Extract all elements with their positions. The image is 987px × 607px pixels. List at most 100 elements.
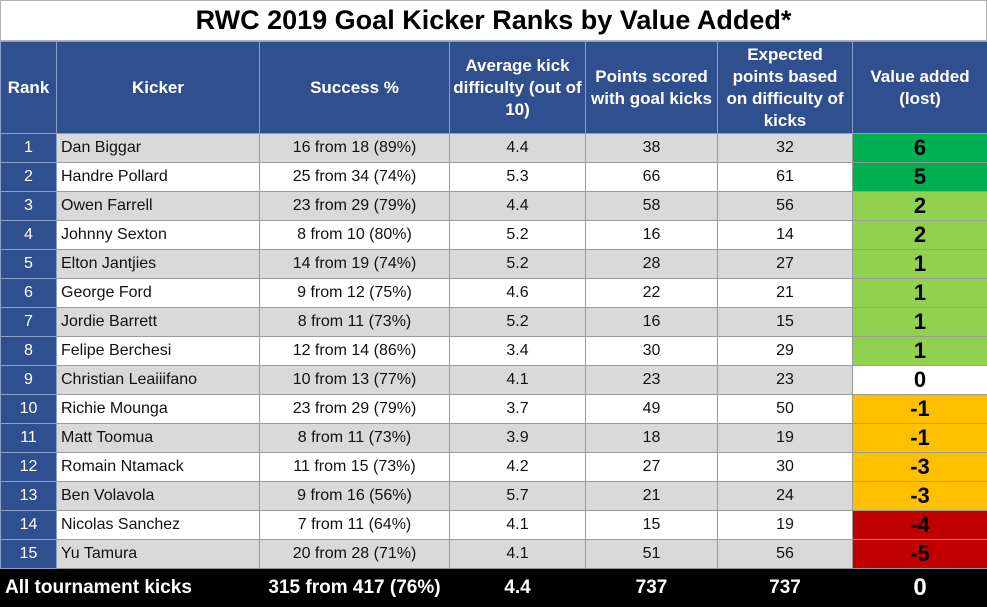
kicker-cell: Romain Ntamack <box>56 452 260 482</box>
header-difficulty: Average kick difficulty (out of 10) <box>449 41 586 134</box>
success-cell: 7 from 11 (64%) <box>259 510 450 540</box>
points-cell: 22 <box>585 278 718 308</box>
table-row: 6 George Ford 9 from 12 (75%) 4.6 22 21 1 <box>0 278 987 308</box>
kicker-cell: Matt Toomua <box>56 423 260 453</box>
points-cell: 21 <box>585 481 718 511</box>
difficulty-cell: 5.7 <box>449 481 586 511</box>
expected-cell: 32 <box>717 133 853 163</box>
points-cell: 28 <box>585 249 718 279</box>
rank-cell: 13 <box>0 481 57 511</box>
difficulty-cell: 3.9 <box>449 423 586 453</box>
value-added-cell: -3 <box>852 481 987 511</box>
points-cell: 66 <box>585 162 718 192</box>
value-added-cell: -1 <box>852 423 987 453</box>
rank-cell: 3 <box>0 191 57 221</box>
success-cell: 8 from 11 (73%) <box>259 307 450 337</box>
expected-cell: 21 <box>717 278 853 308</box>
success-cell: 23 from 29 (79%) <box>259 191 450 221</box>
value-added-cell: -5 <box>852 539 987 569</box>
points-cell: 16 <box>585 307 718 337</box>
table-row: 10 Richie Mounga 23 from 29 (79%) 3.7 49 50 -1 <box>0 394 987 424</box>
total-points: 737 <box>585 568 718 607</box>
rank-cell: 7 <box>0 307 57 337</box>
kicker-rank-table: Rank Kicker Success % Average kick diffi… <box>0 41 987 607</box>
rank-cell: 4 <box>0 220 57 250</box>
kicker-cell: Handre Pollard <box>56 162 260 192</box>
success-cell: 9 from 16 (56%) <box>259 481 450 511</box>
kicker-cell: Yu Tamura <box>56 539 260 569</box>
expected-cell: 14 <box>717 220 853 250</box>
table-row: 15 Yu Tamura 20 from 28 (71%) 4.1 51 56 -5 <box>0 539 987 569</box>
table-row: 12 Romain Ntamack 11 from 15 (73%) 4.2 27 30-… <box>0 452 987 482</box>
total-label: All tournament kicks <box>0 568 260 607</box>
value-added-cell: 0 <box>852 365 987 395</box>
difficulty-cell: 4.4 <box>449 191 586 221</box>
value-added-cell: -3 <box>852 452 987 482</box>
difficulty-cell: 4.6 <box>449 278 586 308</box>
header-success: Success % <box>259 41 450 134</box>
success-cell: 16 from 18 (89%) <box>259 133 450 163</box>
table-row: 8 Felipe Berchesi 12 from 14 (86%) 3.4 30 29 1 <box>0 336 987 366</box>
header-kicker: Kicker <box>56 41 260 134</box>
success-cell: 20 from 28 (71%) <box>259 539 450 569</box>
difficulty-cell: 4.1 <box>449 510 586 540</box>
header-expected: Expected points based on difficulty of k… <box>717 41 853 134</box>
expected-cell: 50 <box>717 394 853 424</box>
difficulty-cell: 5.2 <box>449 249 586 279</box>
value-added-cell: 2 <box>852 220 987 250</box>
rank-cell: 9 <box>0 365 57 395</box>
kicker-cell: Felipe Berchesi <box>56 336 260 366</box>
expected-cell: 56 <box>717 539 853 569</box>
header-row: Rank Kicker Success % Average kick diffi… <box>0 41 987 134</box>
kicker-cell: Owen Farrell <box>56 191 260 221</box>
kicker-cell: Ben Volavola <box>56 481 260 511</box>
table-row: 3 Owen Farrell 23 from 29 (79%) 4.4 58 56 2 <box>0 191 987 221</box>
difficulty-cell: 3.7 <box>449 394 586 424</box>
success-cell: 10 from 13 (77%) <box>259 365 450 395</box>
success-cell: 23 from 29 (79%) <box>259 394 450 424</box>
points-cell: 49 <box>585 394 718 424</box>
rank-cell: 12 <box>0 452 57 482</box>
value-added-cell: 2 <box>852 191 987 221</box>
rank-cell: 5 <box>0 249 57 279</box>
table-row: 1 Dan Biggar 16 from 18 (89%) 4.4 38 32 6 <box>0 133 987 163</box>
value-added-cell: 1 <box>852 336 987 366</box>
total-difficulty: 4.4 <box>449 568 586 607</box>
total-value-added: 0 <box>852 568 987 607</box>
rank-cell: 15 <box>0 539 57 569</box>
success-cell: 12 from 14 (86%) <box>259 336 450 366</box>
rank-cell: 6 <box>0 278 57 308</box>
expected-cell: 24 <box>717 481 853 511</box>
rank-cell: 8 <box>0 336 57 366</box>
difficulty-cell: 4.1 <box>449 365 586 395</box>
expected-cell: 15 <box>717 307 853 337</box>
points-cell: 15 <box>585 510 718 540</box>
rank-cell: 14 <box>0 510 57 540</box>
points-cell: 58 <box>585 191 718 221</box>
table-body: 1 Dan Biggar 16 from 18 (89%) 4.4 38 32 6 2 Hand… <box>0 133 987 569</box>
value-added-cell: -4 <box>852 510 987 540</box>
value-added-cell: 1 <box>852 249 987 279</box>
success-cell: 11 from 15 (73%) <box>259 452 450 482</box>
expected-cell: 23 <box>717 365 853 395</box>
kicker-cell: Johnny Sexton <box>56 220 260 250</box>
kicker-cell: Nicolas Sanchez <box>56 510 260 540</box>
expected-cell: 19 <box>717 423 853 453</box>
table-row: 11 Matt Toomua 8 from 11 (73%) 3.9 18 19 -1 <box>0 423 987 453</box>
table-row: 7 Jordie Barrett 8 from 11 (73%) 5.2 16 15 1 <box>0 307 987 337</box>
total-expected: 737 <box>717 568 853 607</box>
success-cell: 8 from 11 (73%) <box>259 423 450 453</box>
table-row: 5 Elton Jantjies 14 from 19 (74%) 5.2 28 27 1 <box>0 249 987 279</box>
table-row: 2 Handre Pollard 25 from 34 (74%) 5.3 66 61 5 <box>0 162 987 192</box>
difficulty-cell: 5.2 <box>449 307 586 337</box>
points-cell: 51 <box>585 539 718 569</box>
difficulty-cell: 3.4 <box>449 336 586 366</box>
expected-cell: 61 <box>717 162 853 192</box>
header-rank: Rank <box>0 41 57 134</box>
points-cell: 38 <box>585 133 718 163</box>
rank-cell: 11 <box>0 423 57 453</box>
kicker-cell: Dan Biggar <box>56 133 260 163</box>
difficulty-cell: 4.1 <box>449 539 586 569</box>
success-cell: 14 from 19 (74%) <box>259 249 450 279</box>
value-added-cell: 1 <box>852 278 987 308</box>
